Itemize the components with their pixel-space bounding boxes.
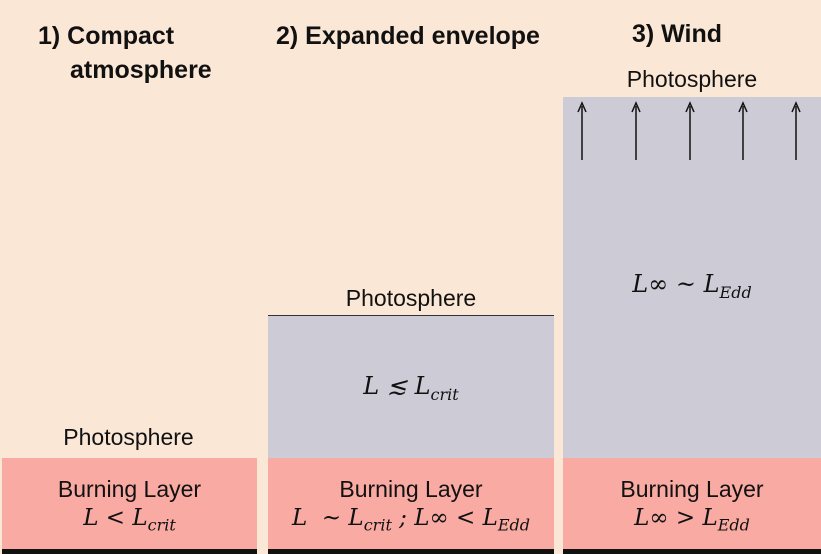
- panel2-envelope-relation: L ≲ Lcrit: [363, 372, 459, 404]
- panel3-burning-relation: L∞ > LEdd: [634, 505, 750, 535]
- panel2-burning-layer-label: Burning Layer: [339, 476, 483, 502]
- panel1-burning-relation: L < Lcrit: [83, 505, 176, 535]
- panel2-burning-relation: L ~ Lcrit ; L∞ < LEdd: [291, 505, 531, 535]
- panel3-burning-layer: Burning Layer L∞ > LEdd: [563, 458, 821, 549]
- panel1-burning-layer-label: Burning Layer: [57, 476, 202, 502]
- wind-arrow-4-icon: [738, 101, 748, 160]
- panel1-baseline: [2, 549, 257, 554]
- panel2-title: 2) Expanded envelope: [276, 22, 540, 50]
- panel3-baseline: [563, 549, 821, 554]
- panel1-title-line1: 1) Compact: [38, 22, 175, 50]
- wind-arrow-2-icon: [631, 101, 641, 160]
- panel1-title-line2: atmosphere: [70, 56, 212, 84]
- panel2-baseline: [268, 549, 554, 554]
- panel3-envelope: [563, 97, 821, 458]
- wind-arrow-5-icon: [791, 101, 801, 160]
- panel2-envelope: [268, 316, 554, 458]
- wind-arrow-1-icon: [577, 101, 587, 160]
- panel2-photosphere-label: Photosphere: [345, 285, 477, 311]
- panel2-photosphere-line: [268, 315, 554, 316]
- panel3-title: 3) Wind: [632, 20, 723, 48]
- panel1-burning-layer: Burning Layer L < Lcrit: [2, 458, 257, 549]
- panel1-photosphere-label: Photosphere: [63, 424, 194, 450]
- panel3-burning-layer-label: Burning Layer: [620, 476, 764, 502]
- wind-arrow-3-icon: [685, 101, 695, 160]
- panel3-photosphere-label: Photosphere: [626, 66, 758, 92]
- panel2-burning-layer: Burning Layer L ~ Lcrit ; L∞ < LEdd: [268, 458, 554, 549]
- wind-arrows: [577, 101, 801, 160]
- panel3-envelope-relation: L∞ ~ LEdd: [632, 270, 752, 302]
